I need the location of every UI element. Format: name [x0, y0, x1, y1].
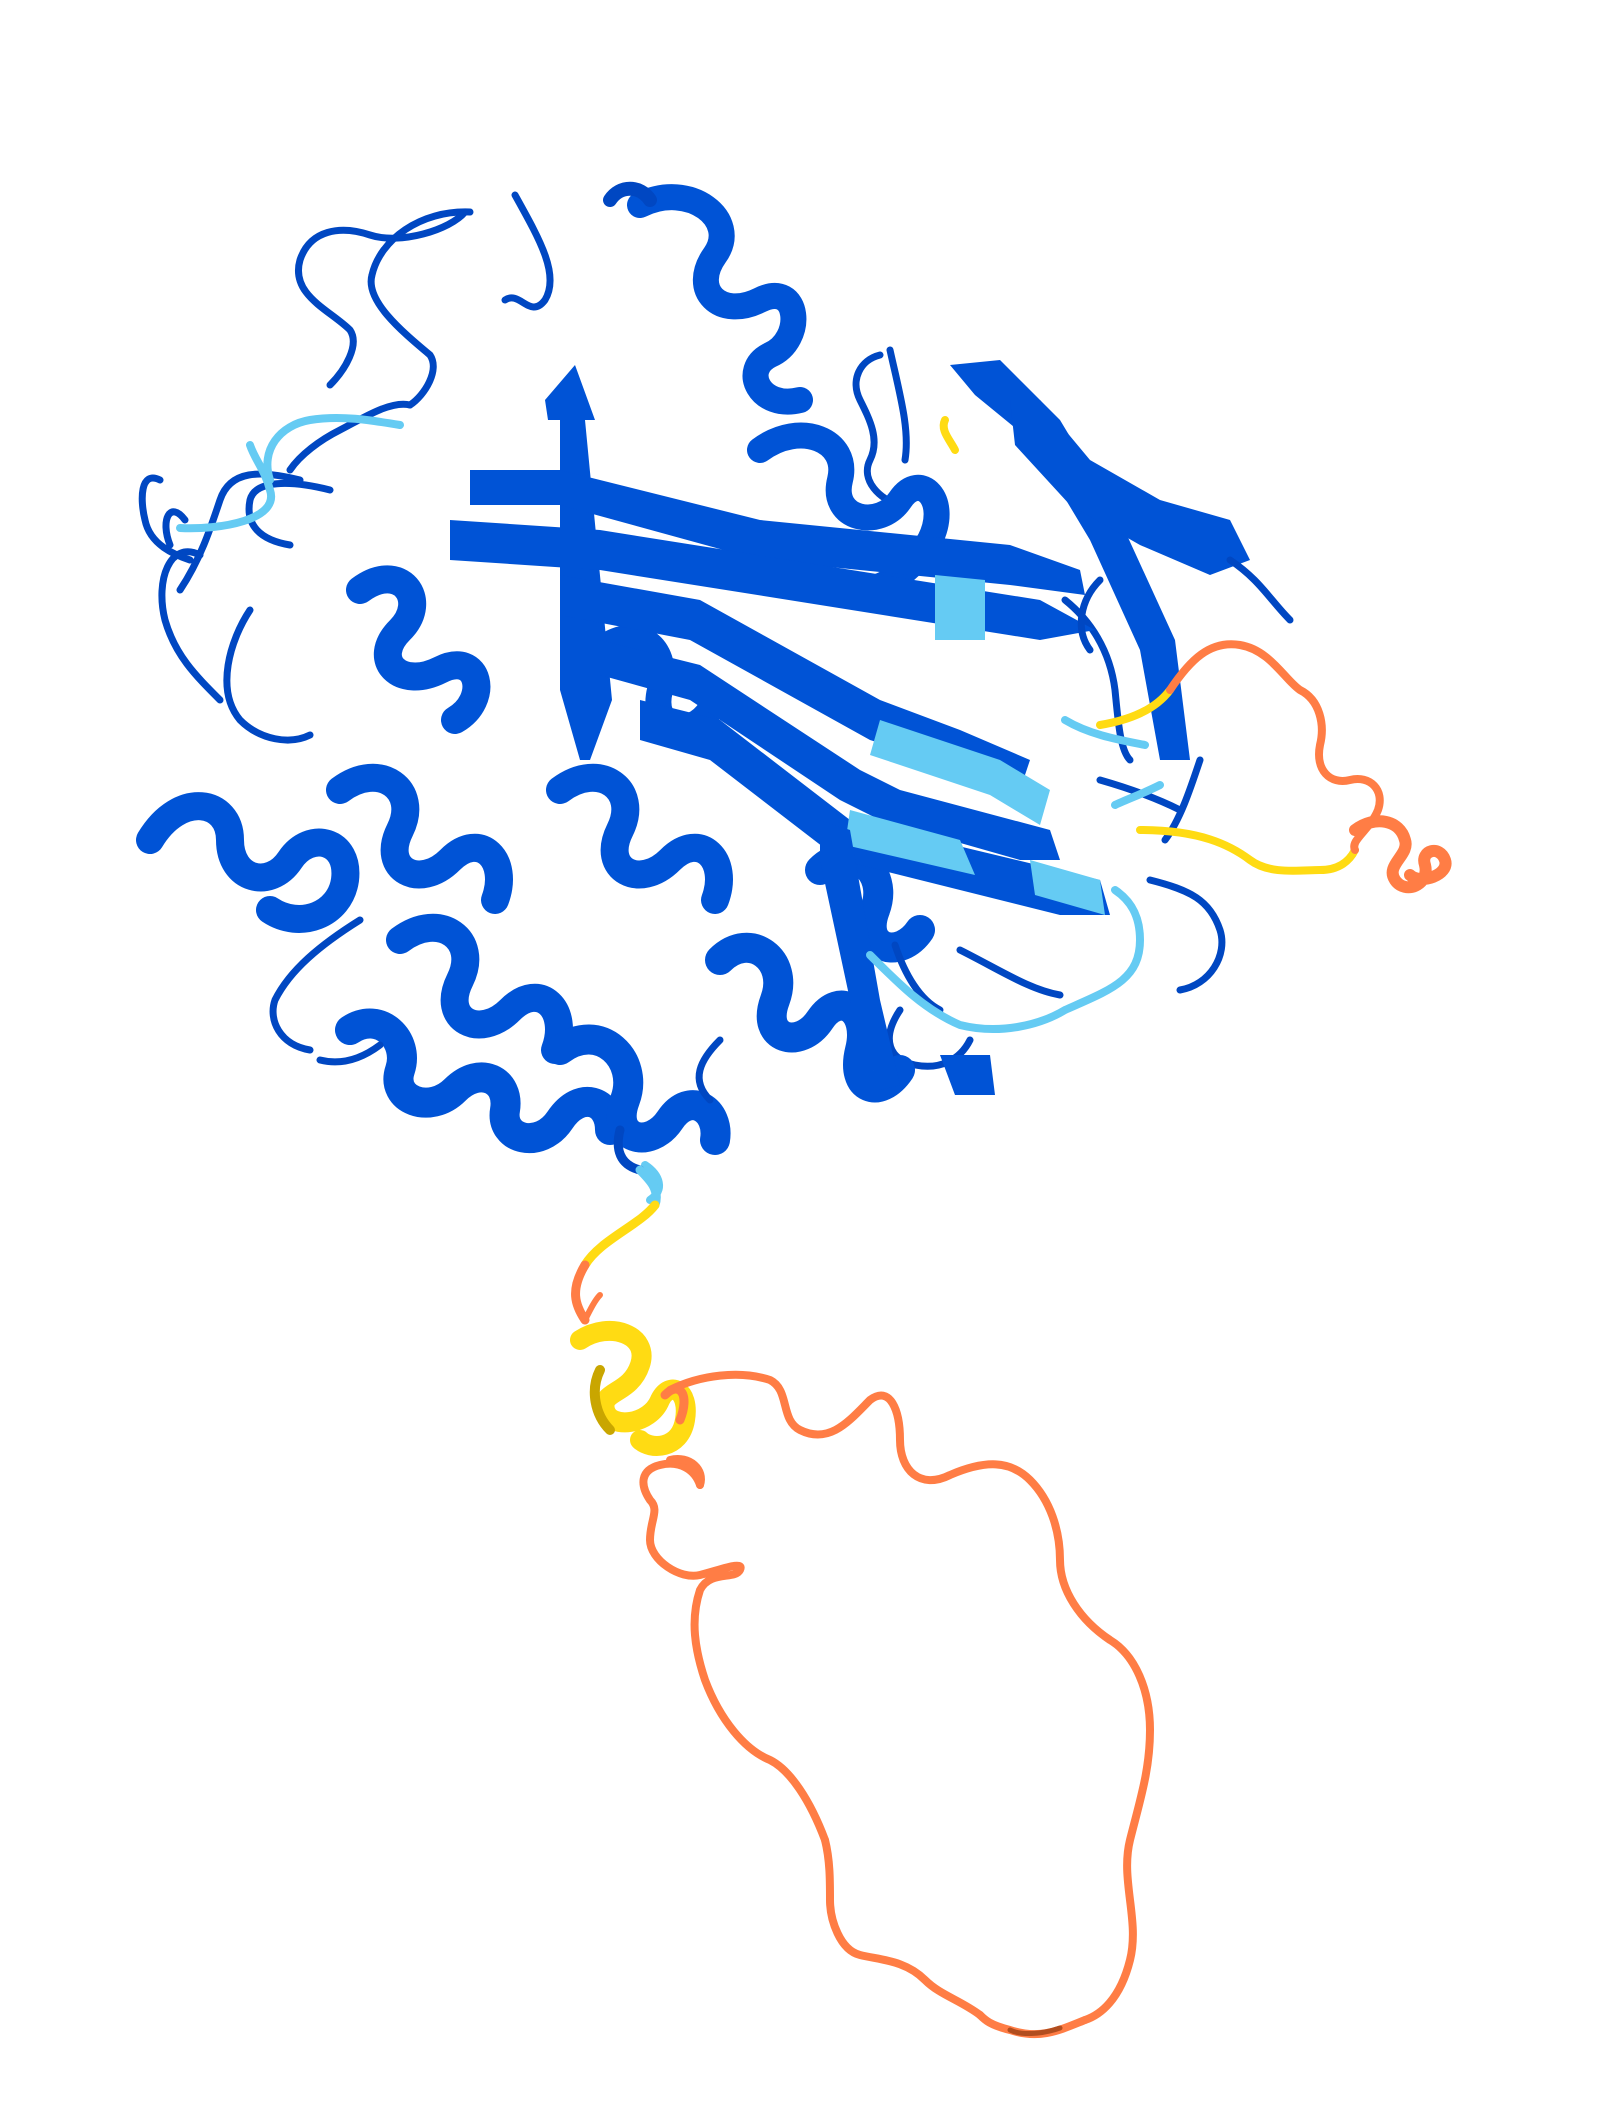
- tail-bottom: [570, 1125, 1154, 2039]
- domain-helices: [136, 181, 950, 1155]
- domain-loops-front: [162, 208, 1294, 1204]
- tail-right: [939, 416, 1452, 894]
- domain-beta-sheet: [450, 360, 1250, 1095]
